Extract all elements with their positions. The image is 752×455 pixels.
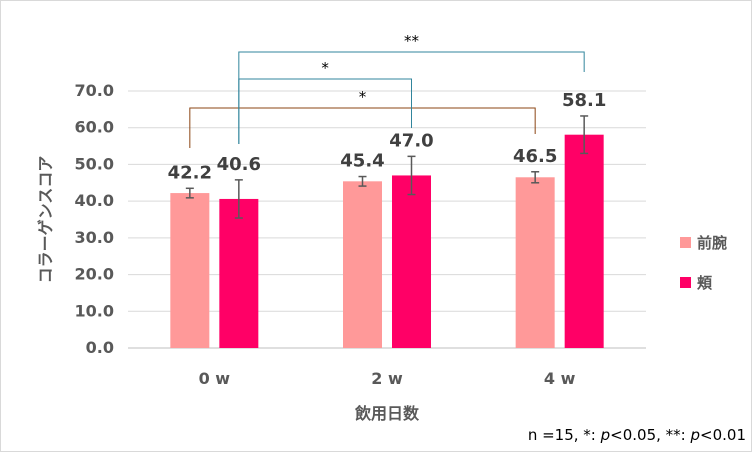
y-tick-label: 60.0 xyxy=(75,118,114,137)
y-tick-label: 70.0 xyxy=(75,81,114,100)
footnote-mid: <0.05, **: xyxy=(610,426,691,444)
significance-bracket-forearm-label: * xyxy=(359,88,367,106)
x-axis-title: 飲用日数 xyxy=(354,404,420,423)
y-tick-label: 20.0 xyxy=(75,265,114,284)
x-tick-label: 0 w xyxy=(199,369,231,388)
bar-cheek xyxy=(219,198,259,348)
legend-swatch-cheek xyxy=(680,276,691,288)
legend-label-cheek: 頬 xyxy=(697,273,713,292)
y-tick-label: 10.0 xyxy=(75,301,114,320)
legend-swatch-forearm xyxy=(680,236,691,248)
data-label: 40.6 xyxy=(217,154,261,175)
y-tick-label: 50.0 xyxy=(75,154,114,173)
significance-bracket-cheek-4w xyxy=(238,51,585,144)
significance-bracket-cheek-2w xyxy=(238,78,412,144)
footnote-p2: p xyxy=(690,426,701,444)
data-label: 58.1 xyxy=(562,90,606,111)
significance-bracket-cheek-2w-label: * xyxy=(321,59,329,77)
y-tick-label: 40.0 xyxy=(75,191,114,210)
footnote: n =15, *: p<0.05, **: p<0.01 xyxy=(528,426,746,444)
bar-cheek xyxy=(564,134,604,348)
legend: 前腕 頬 xyxy=(680,232,727,312)
footnote-p1: p xyxy=(600,426,611,444)
data-label: 46.5 xyxy=(513,146,557,167)
significance-bracket-forearm xyxy=(189,107,536,148)
bar-forearm xyxy=(343,181,382,348)
data-label: 42.2 xyxy=(168,162,212,183)
bar-cheek xyxy=(392,175,431,348)
bar-forearm xyxy=(515,177,555,348)
data-label: 47.0 xyxy=(389,130,433,151)
footnote-suffix: <0.01 xyxy=(700,426,746,444)
y-tick-label: 0.0 xyxy=(86,338,114,357)
x-tick-label: 2 w xyxy=(371,369,403,388)
bar-forearm xyxy=(170,193,210,348)
footnote-prefix: n =15, *: xyxy=(527,426,601,444)
data-label: 45.4 xyxy=(340,151,384,172)
significance-bracket-cheek-4w-label: ** xyxy=(404,32,420,50)
y-axis-title: コラーゲンスコア xyxy=(36,156,55,284)
legend-label-forearm: 前腕 xyxy=(697,233,728,252)
x-tick-label: 4 w xyxy=(544,369,576,388)
y-tick-label: 30.0 xyxy=(75,228,114,247)
legend-item-cheek: 頬 xyxy=(680,272,727,292)
legend-item-forearm: 前腕 xyxy=(680,232,727,252)
